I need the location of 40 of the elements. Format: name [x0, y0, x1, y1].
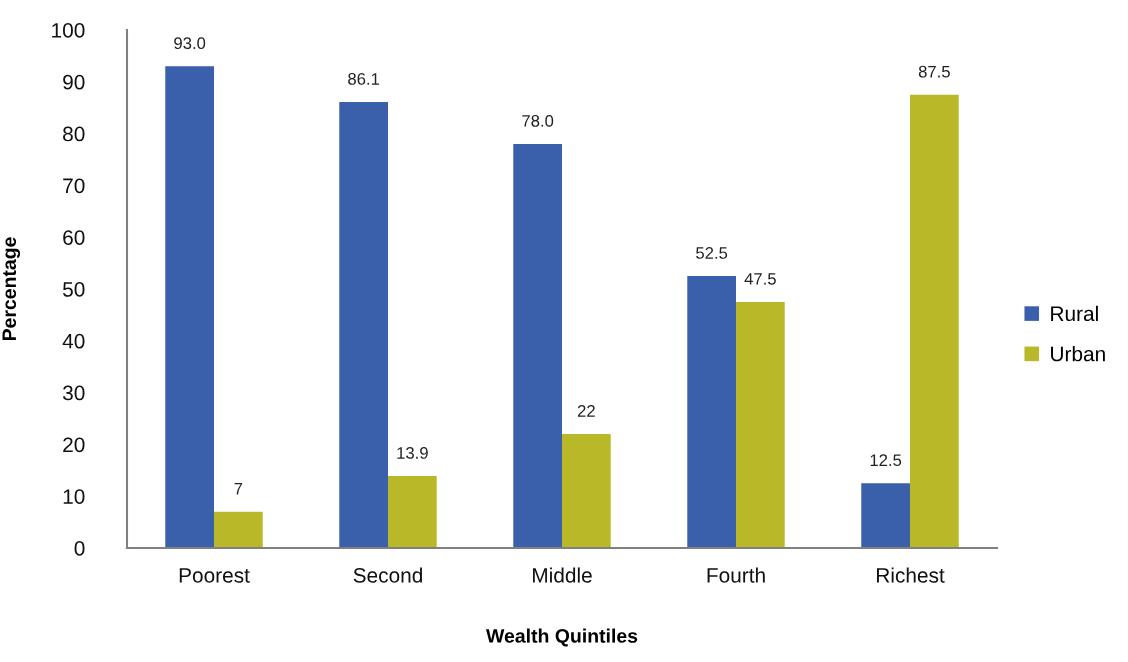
bar [736, 301, 785, 548]
bar [687, 276, 736, 548]
y-tick-label: 20 [63, 437, 85, 453]
data-label: 87.5 [918, 65, 950, 78]
data-label: 13.9 [397, 447, 428, 459]
bar [861, 483, 910, 548]
bar [339, 102, 388, 548]
bar [165, 66, 214, 548]
legend-label: Urban [1051, 346, 1105, 362]
x-tick-label: Poorest [179, 568, 250, 583]
y-tick-label: 80 [63, 126, 85, 142]
y-axis-title: Percentage [2, 237, 21, 341]
x-tick-label: Middle [533, 567, 592, 583]
bar [562, 434, 611, 548]
bar [910, 94, 959, 548]
data-label: 78.0 [522, 114, 554, 127]
data-label: 93.0 [174, 37, 206, 50]
x-tick-label: Second [353, 567, 422, 583]
x-tick-label: Richest [876, 567, 945, 583]
data-label: 22 [577, 405, 595, 417]
bar [214, 511, 263, 548]
y-tick-label: 90 [63, 74, 85, 90]
y-tick-label: 50 [63, 282, 85, 297]
data-label: 7 [234, 482, 243, 495]
data-label: 47.5 [744, 273, 776, 285]
y-tick-label: 70 [63, 178, 85, 194]
bar [513, 143, 562, 548]
data-label: 12.5 [870, 454, 902, 467]
y-tick-label: 30 [62, 385, 85, 401]
y-tick-label: 100 [52, 23, 85, 38]
bar [388, 476, 437, 548]
y-tick-label: 0 [74, 541, 85, 556]
data-label: 52.5 [696, 247, 728, 259]
x-axis-title: Wealth Quintiles [486, 628, 638, 647]
data-label: 86.1 [348, 73, 380, 85]
y-tick-label: 40 [62, 333, 85, 349]
y-tick-label: 10 [63, 489, 85, 504]
legend-label: Rural [1051, 305, 1098, 322]
y-tick-label: 60 [63, 230, 85, 245]
x-tick-label: Fourth [707, 567, 765, 583]
